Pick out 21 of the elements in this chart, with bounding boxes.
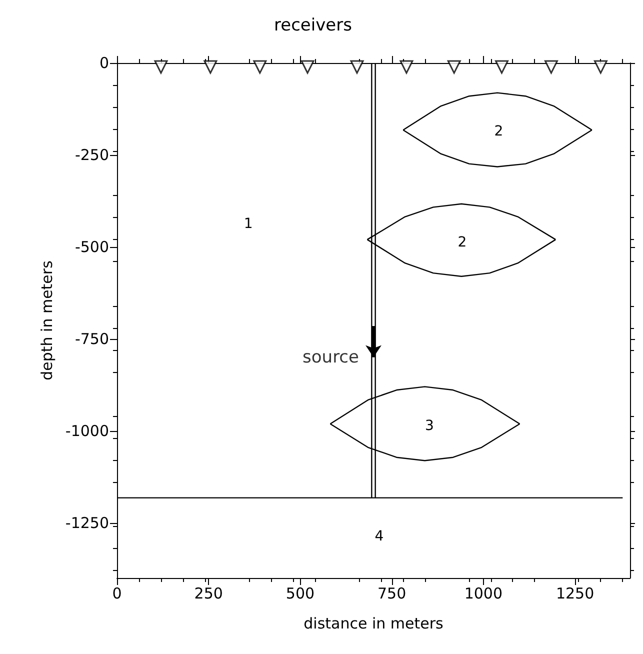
annotation: 3 — [424, 418, 434, 434]
y-tick-label: -1000 — [65, 422, 109, 440]
x-tick-label: 750 — [378, 584, 406, 602]
y-axis-title: depth in meters — [38, 260, 56, 380]
chart-title: receivers — [274, 16, 352, 36]
y-tick-label: -1250 — [65, 514, 109, 532]
x-tick-label: 1250 — [556, 584, 594, 602]
x-tick-label: 500 — [286, 584, 315, 602]
annotation: 2 — [458, 234, 467, 251]
annotation: 1 — [244, 216, 253, 232]
x-tick-label: 1000 — [464, 584, 503, 602]
x-tick-label: 250 — [194, 584, 223, 602]
annotation: 2 — [494, 123, 504, 140]
y-tick-label: -250 — [74, 146, 109, 164]
x-axis-title: distance in meters — [304, 614, 444, 632]
annotation: source — [302, 347, 359, 368]
y-tick-label: 0 — [99, 54, 109, 72]
y-tick-label: -500 — [74, 238, 109, 256]
x-tick-label: 0 — [112, 584, 122, 602]
y-tick-label: -750 — [74, 330, 109, 348]
annotation: 4 — [374, 528, 384, 544]
